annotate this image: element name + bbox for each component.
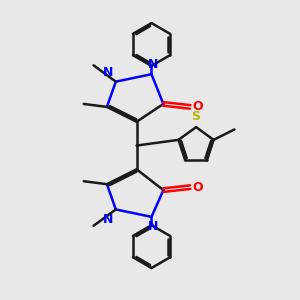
Text: N: N [148,220,158,233]
Text: O: O [192,181,203,194]
Text: N: N [103,66,113,79]
Text: S: S [192,110,201,123]
Text: O: O [192,100,203,113]
Text: N: N [148,58,158,71]
Text: N: N [103,213,113,226]
